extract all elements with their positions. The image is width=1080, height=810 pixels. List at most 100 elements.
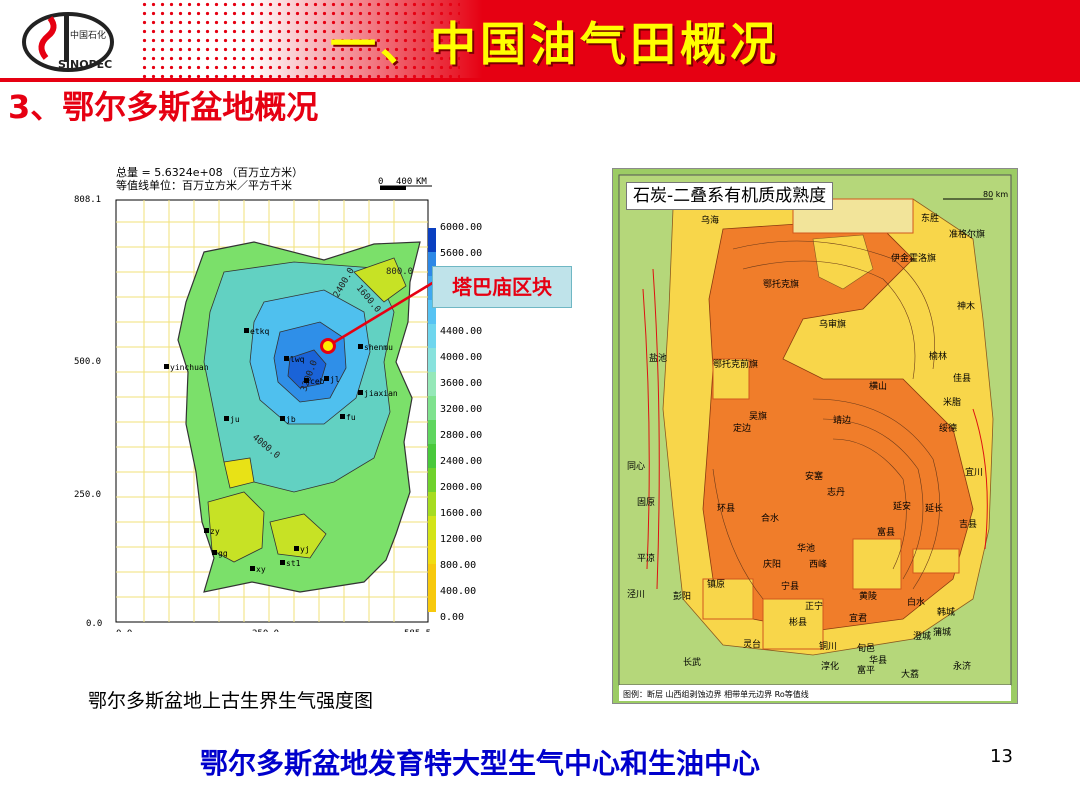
legend-value: 2400.00 bbox=[440, 456, 482, 467]
place-label: 吉县 bbox=[959, 519, 977, 530]
place-label: 宁县 bbox=[781, 580, 799, 592]
place-label: 韩城 bbox=[937, 606, 955, 618]
place-label: 庆阳 bbox=[763, 558, 781, 570]
place-label: 淳化 bbox=[821, 660, 839, 672]
legend-value: 4000.00 bbox=[440, 352, 482, 363]
place-label: 大荔 bbox=[901, 668, 919, 680]
place-label: 平凉 bbox=[637, 552, 655, 564]
block-location-marker bbox=[320, 338, 336, 354]
place-label: 华池 bbox=[797, 542, 815, 554]
scale-unit: KM bbox=[416, 177, 427, 187]
place-label: 米脂 bbox=[943, 396, 961, 408]
place-label: 延长 bbox=[925, 502, 943, 514]
legend-value: 6000.00 bbox=[440, 222, 482, 233]
gas-intensity-map: 总量 = 5.6324e+08 （百万立方米） 等值线单位：百万立方米／平方千米… bbox=[74, 165, 482, 632]
x-tick: 250.0 bbox=[252, 629, 279, 632]
station-label: gg bbox=[218, 549, 228, 558]
station-label: zy bbox=[210, 527, 220, 536]
left-map-caption: 鄂尔多斯盆地上古生界生气强度图 bbox=[88, 690, 374, 712]
place-label: 蒲城 bbox=[933, 626, 951, 638]
place-label: 盐池 bbox=[649, 352, 667, 364]
right-map-legend: 图例：断层 山西组剥蚀边界 相带单元边界 Ro等值线 bbox=[623, 689, 809, 699]
maturity-map: 乌海 东胜 准格尔旗 伊金霍洛旗 神木 鄂托克旗 乌审旗 榆林 横山 佳县 米脂… bbox=[612, 168, 1018, 704]
place-label: 鄂托克前旗 bbox=[713, 358, 758, 370]
place-label: 定边 bbox=[733, 422, 751, 434]
place-label: 旬邑 bbox=[857, 642, 875, 654]
place-label: 乌海 bbox=[701, 214, 719, 226]
place-label: 永济 bbox=[953, 660, 971, 672]
legend-value: 4400.00 bbox=[440, 326, 482, 337]
map-unit-text: 等值线单位：百万立方米／平方千米 bbox=[116, 178, 292, 192]
place-label: 灵台 bbox=[743, 638, 761, 650]
map-total-text: 总量 = 5.6324e+08 （百万立方米） bbox=[116, 165, 303, 179]
slide-title: 一、中国油气田概况 bbox=[330, 17, 780, 71]
place-label: 乌审旗 bbox=[819, 318, 846, 330]
legend-value: 1600.00 bbox=[440, 508, 482, 519]
station-label: jl bbox=[330, 375, 340, 384]
legend-value: 2800.00 bbox=[440, 430, 482, 441]
header-underline bbox=[0, 78, 1080, 82]
y-tick: 250.0 bbox=[74, 490, 101, 500]
place-label: 东胜 bbox=[921, 212, 939, 224]
station-label: ju bbox=[230, 415, 240, 424]
place-label: 彭阳 bbox=[673, 590, 691, 602]
station-label: yj bbox=[300, 545, 310, 554]
right-scale: 80 km bbox=[983, 190, 1008, 199]
legend-value: 3200.00 bbox=[440, 404, 482, 415]
place-label: 横山 bbox=[869, 380, 887, 392]
place-label: 环县 bbox=[717, 503, 735, 514]
place-label: 泾川 bbox=[627, 588, 645, 600]
place-label: 宜川 bbox=[965, 466, 983, 478]
place-label: 固原 bbox=[637, 497, 655, 508]
place-label: 富平 bbox=[857, 664, 875, 676]
sinopec-logo: 中国石化 SINOPEC bbox=[22, 12, 114, 72]
place-label: 合水 bbox=[761, 512, 779, 524]
station-label: lwq bbox=[290, 355, 305, 364]
place-label: 富县 bbox=[877, 526, 895, 538]
place-label: 伊金霍洛旗 bbox=[891, 252, 936, 264]
y-tick: 808.1 bbox=[74, 195, 101, 205]
place-label: 榆林 bbox=[929, 350, 947, 362]
place-label: 神木 bbox=[957, 300, 975, 312]
legend-value: 800.00 bbox=[440, 560, 476, 571]
station-label: xy bbox=[256, 565, 266, 574]
x-tick: 0.0 bbox=[116, 629, 132, 632]
place-label: 吴旗 bbox=[749, 410, 767, 422]
legend-value: 3600.00 bbox=[440, 378, 482, 389]
logo-chinese-text: 中国石化 bbox=[70, 29, 106, 41]
x-tick: 585.5 bbox=[404, 629, 431, 632]
place-label: 正宁 bbox=[805, 600, 823, 612]
place-label: 宜君 bbox=[849, 612, 867, 624]
logo-text: SINOPEC bbox=[58, 58, 112, 71]
tabamiao-block-callout: 塔巴庙区块 bbox=[432, 266, 572, 308]
place-label: 志丹 bbox=[827, 486, 845, 498]
legend-value: 0.00 bbox=[440, 612, 464, 623]
page-number: 13 bbox=[990, 746, 1013, 767]
place-label: 澄城 bbox=[913, 630, 931, 642]
station-label: fu bbox=[346, 413, 356, 422]
callout-leader bbox=[327, 280, 435, 348]
place-label: 西峰 bbox=[809, 559, 827, 570]
legend-value: 2000.00 bbox=[440, 482, 482, 493]
station-label: yinchuan bbox=[170, 363, 209, 372]
place-label: 同心 bbox=[627, 461, 645, 472]
place-label: 佳县 bbox=[953, 372, 971, 384]
scale-tick-400: 400 bbox=[396, 177, 412, 187]
conclusion-text: 鄂尔多斯盆地发育特大型生气中心和生油中心 bbox=[200, 747, 761, 780]
station-label: shenmu bbox=[364, 343, 393, 352]
place-label: 长武 bbox=[683, 656, 701, 668]
y-tick: 0.0 bbox=[86, 619, 102, 629]
station-label: jb bbox=[286, 415, 296, 424]
legend-value: 1200.00 bbox=[440, 534, 482, 545]
place-label: 白水 bbox=[907, 596, 925, 608]
contour-label: 800.0 bbox=[386, 267, 413, 277]
station-label: ceb bbox=[310, 377, 325, 386]
station-label: st1 bbox=[286, 559, 301, 568]
place-label: 靖边 bbox=[833, 414, 851, 426]
scale-tick-0: 0 bbox=[378, 177, 383, 187]
legend-value: 400.00 bbox=[440, 586, 476, 597]
place-label: 铜川 bbox=[819, 640, 837, 652]
legend-value: 5600.00 bbox=[440, 248, 482, 259]
place-label: 准格尔旗 bbox=[949, 228, 985, 240]
place-label: 绥德 bbox=[939, 422, 957, 434]
